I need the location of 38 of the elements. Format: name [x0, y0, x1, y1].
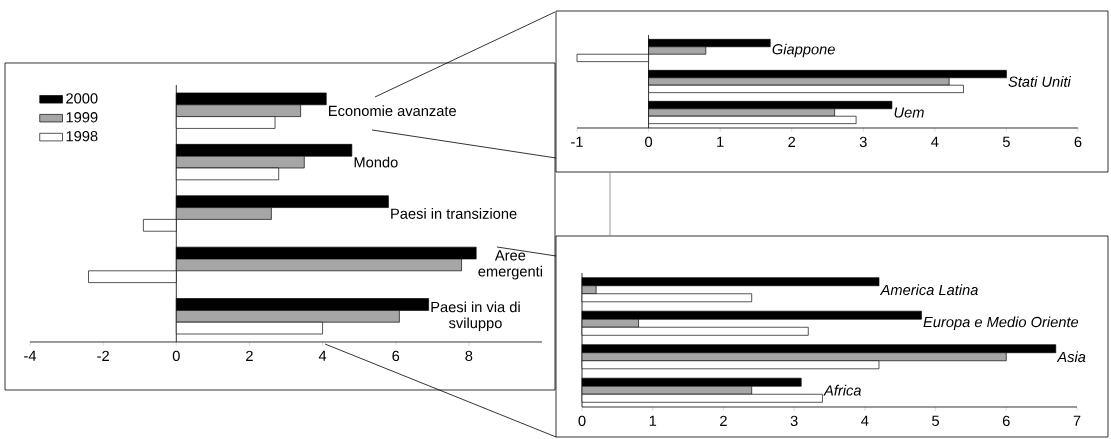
y-tick-label: Stati Uniti [1008, 76, 1072, 87]
y-tick-label: America Latina [879, 284, 978, 296]
category-label: Aree emergenti [478, 250, 543, 280]
legend-label: 1998 [66, 130, 98, 142]
x-tick-label: 3 [790, 415, 798, 427]
x-tick-label: 1 [717, 136, 724, 147]
x-tick-label: 2 [720, 415, 727, 426]
x-tick-label: 4 [861, 415, 869, 426]
y-tick-label: Asia [1056, 351, 1086, 363]
x-tick-label: -1 [571, 136, 583, 147]
x-tick-label: 6 [392, 350, 400, 362]
category-label: Mondo [354, 156, 398, 168]
category-label: Economie avanzate [329, 105, 456, 117]
x-tick-label: 0 [172, 350, 180, 362]
x-tick-label: -2 [97, 350, 109, 361]
x-tick-label: 4 [318, 350, 327, 361]
y-tick-label: Africa [823, 384, 862, 396]
y-tick-label: Europa e Medio Oriente [923, 316, 1079, 331]
y-tick-label: Uem [894, 107, 924, 118]
legend-label: 2000 [66, 93, 98, 104]
x-tick-label: 1 [649, 415, 657, 426]
x-tick-label: 5 [932, 415, 940, 426]
x-tick-label: 2 [246, 350, 253, 361]
x-tick-label: 2 [788, 136, 796, 147]
x-tick-label: 8 [465, 350, 473, 362]
x-tick-label: 6 [1074, 136, 1082, 148]
x-tick-label: 5 [1002, 136, 1010, 147]
category-label: Paesi in via di sviluppo [431, 301, 520, 332]
x-tick-label: 4 [931, 136, 939, 147]
x-tick-label: 0 [645, 136, 653, 148]
x-tick-label: -4 [24, 350, 37, 361]
y-tick-label: Giappone [772, 43, 835, 58]
x-tick-label: 6 [1002, 415, 1010, 427]
x-tick-label: 3 [859, 136, 867, 148]
legend-label: 1999 [66, 112, 98, 123]
x-tick-label: 0 [578, 415, 586, 427]
x-tick-label: 7 [1073, 415, 1081, 426]
category-label: Paesi in transizione [391, 208, 517, 219]
